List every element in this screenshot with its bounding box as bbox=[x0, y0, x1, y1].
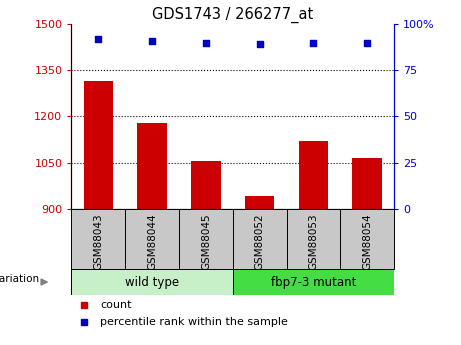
Bar bbox=[125, 209, 179, 269]
Bar bbox=[245, 196, 274, 209]
Text: GSM88053: GSM88053 bbox=[308, 214, 319, 270]
Bar bbox=[179, 209, 233, 269]
Point bbox=[95, 36, 102, 42]
Text: percentile rank within the sample: percentile rank within the sample bbox=[100, 317, 289, 327]
Bar bbox=[287, 209, 340, 269]
Text: fbp7-3 mutant: fbp7-3 mutant bbox=[271, 276, 356, 288]
Text: wild type: wild type bbox=[125, 276, 179, 288]
Point bbox=[148, 38, 156, 43]
Text: genotype/variation: genotype/variation bbox=[0, 275, 39, 284]
Text: GSM88043: GSM88043 bbox=[93, 214, 103, 270]
Bar bbox=[299, 141, 328, 209]
Point bbox=[364, 40, 371, 45]
Text: GSM88044: GSM88044 bbox=[147, 214, 157, 270]
Point bbox=[256, 42, 263, 47]
Point bbox=[310, 40, 317, 45]
Bar bbox=[71, 209, 125, 269]
Text: GSM88054: GSM88054 bbox=[362, 214, 372, 270]
Bar bbox=[137, 122, 167, 209]
Bar bbox=[71, 269, 233, 295]
Text: GSM88045: GSM88045 bbox=[201, 214, 211, 270]
Text: GSM88052: GSM88052 bbox=[254, 214, 265, 270]
Bar bbox=[83, 81, 113, 209]
Title: GDS1743 / 266277_at: GDS1743 / 266277_at bbox=[152, 7, 313, 23]
Point bbox=[202, 40, 210, 45]
Bar bbox=[340, 209, 394, 269]
Bar bbox=[191, 161, 221, 209]
Bar bbox=[353, 158, 382, 209]
Bar bbox=[233, 269, 394, 295]
Bar bbox=[233, 209, 287, 269]
Text: count: count bbox=[100, 300, 132, 309]
